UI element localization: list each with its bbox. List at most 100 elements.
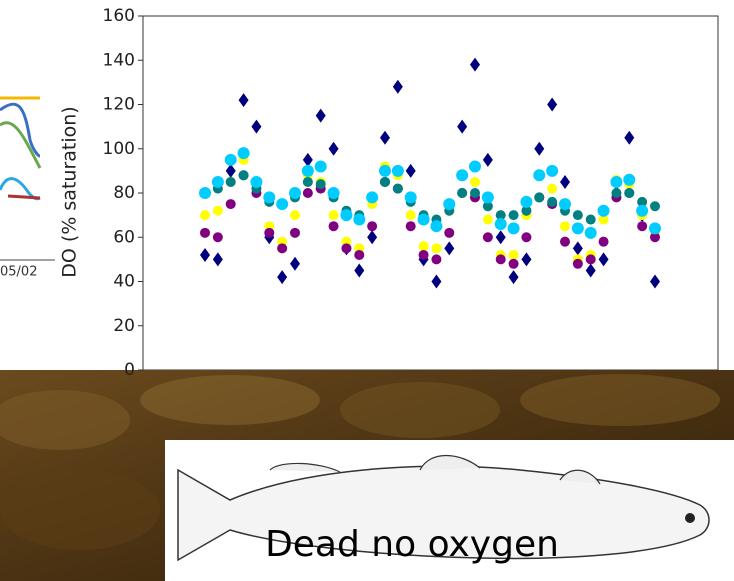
point: [404, 191, 417, 204]
point: [431, 254, 442, 265]
point: [237, 147, 250, 160]
point: [405, 163, 416, 178]
point: [289, 187, 301, 199]
point: [225, 163, 236, 178]
point: [431, 274, 442, 289]
point: [470, 57, 480, 72]
point: [302, 188, 313, 198]
point: [611, 188, 622, 198]
point: [327, 187, 340, 199]
point: [495, 210, 506, 221]
point: [224, 153, 237, 166]
point: [380, 130, 390, 145]
point: [482, 214, 493, 225]
point: [610, 175, 623, 188]
y-axis-label: DO (% saturation): [59, 106, 81, 277]
point: [302, 152, 313, 167]
point: [225, 176, 236, 187]
fragment-label: 05/02: [0, 265, 37, 280]
point: [290, 256, 300, 271]
point: [495, 254, 506, 265]
point: [405, 221, 416, 232]
point: [200, 210, 210, 221]
y-tick-label: 0: [124, 360, 135, 380]
point: [264, 227, 275, 238]
point: [392, 79, 403, 94]
point: [495, 230, 506, 245]
point: [482, 201, 493, 212]
point: [521, 205, 532, 216]
point: [534, 141, 545, 156]
point: [276, 198, 289, 211]
point: [431, 243, 442, 254]
point: [417, 213, 430, 226]
y-tick-label: 120: [103, 95, 135, 115]
point: [534, 192, 545, 203]
point: [418, 249, 429, 260]
point: [391, 164, 404, 177]
point: [456, 169, 469, 182]
point: [547, 183, 558, 194]
point: [520, 195, 533, 208]
point: [585, 263, 596, 278]
point: [572, 210, 583, 221]
point: [444, 227, 455, 238]
point: [328, 141, 339, 156]
y-tick-label: 20: [113, 316, 135, 336]
point: [238, 93, 249, 108]
point: [650, 274, 660, 289]
point: [457, 188, 468, 198]
point: [341, 243, 352, 254]
point: [200, 247, 210, 262]
point: [315, 179, 326, 190]
point: [353, 213, 366, 226]
point: [250, 175, 263, 188]
point: [290, 227, 300, 238]
point: [354, 249, 365, 260]
point: [418, 241, 429, 252]
point: [560, 221, 570, 232]
point: [650, 232, 660, 243]
point: [443, 198, 456, 211]
point: [585, 214, 596, 225]
y-tick-label: 100: [103, 139, 135, 159]
point: [636, 204, 649, 217]
point: [301, 164, 314, 177]
point: [572, 241, 583, 256]
point: [251, 119, 262, 134]
point: [238, 170, 249, 181]
plot: [199, 57, 661, 289]
point: [624, 130, 635, 145]
point: [340, 209, 353, 222]
point: [457, 119, 468, 134]
point: [277, 243, 288, 254]
point: [263, 191, 276, 204]
point: [277, 270, 288, 285]
point: [637, 221, 648, 232]
point: [328, 221, 339, 232]
point: [482, 232, 493, 243]
point: [392, 183, 403, 194]
point: [572, 258, 583, 269]
point: [559, 198, 571, 211]
point: [508, 270, 519, 285]
point: [547, 196, 558, 207]
point: [328, 210, 339, 221]
point: [470, 176, 480, 187]
y-tick-label: 60: [113, 227, 135, 247]
point: [211, 175, 224, 188]
point: [649, 222, 661, 235]
point: [482, 152, 493, 167]
point: [367, 230, 378, 245]
point: [508, 258, 519, 269]
point: [481, 191, 494, 204]
point: [560, 174, 570, 189]
y-tick-label: 40: [113, 272, 135, 292]
point: [470, 188, 480, 198]
point: [546, 164, 559, 177]
point: [547, 97, 558, 112]
point: [597, 204, 610, 217]
point: [366, 191, 379, 204]
point: [379, 164, 391, 177]
